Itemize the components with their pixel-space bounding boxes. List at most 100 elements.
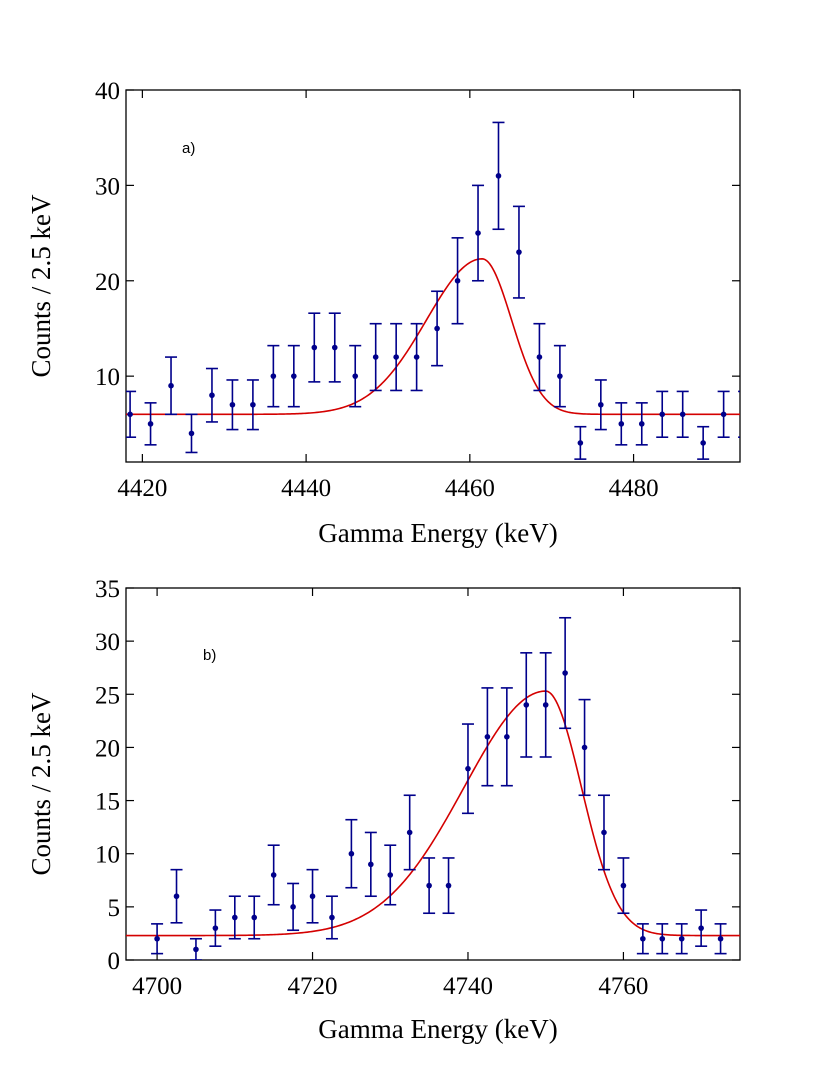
data-point	[306, 868, 319, 924]
data-marker	[229, 401, 236, 408]
data-point	[126, 390, 137, 439]
data-point	[492, 121, 505, 231]
data-marker	[232, 914, 238, 921]
data-marker	[290, 904, 296, 910]
data-point	[656, 923, 669, 955]
data-marker	[413, 354, 420, 360]
data-point	[578, 698, 591, 797]
fit-layer	[126, 258, 740, 416]
y-tick-label: 40	[95, 78, 120, 105]
y-axis-label: Counts / 2.5 keV	[26, 692, 56, 876]
data-marker	[188, 430, 195, 437]
data-point	[325, 895, 338, 940]
x-tick-label: 4460	[445, 475, 495, 502]
data-point	[451, 237, 464, 325]
data-point	[308, 312, 321, 383]
data-point	[410, 322, 423, 392]
data-point	[345, 818, 358, 889]
y-axis-label: Counts / 2.5 keV	[26, 194, 56, 378]
data-point	[442, 857, 455, 915]
data-marker	[127, 411, 133, 418]
data-marker	[638, 421, 645, 427]
data-marker	[659, 935, 666, 942]
data-marker	[577, 440, 584, 446]
data-point	[246, 379, 259, 431]
data-marker	[426, 882, 432, 889]
data-marker	[679, 411, 686, 418]
data-marker	[698, 925, 704, 931]
data-point	[512, 205, 525, 299]
data-marker	[504, 734, 510, 740]
data-point	[144, 402, 157, 446]
data-marker	[475, 230, 481, 236]
panel-label: a)	[182, 140, 195, 157]
data-point	[364, 831, 377, 898]
data-point	[481, 687, 494, 787]
y-tick-label: 10	[95, 842, 120, 869]
data-marker	[270, 872, 277, 878]
data-marker	[484, 734, 491, 740]
x-tick-label: 4480	[609, 475, 659, 502]
data-marker	[445, 882, 452, 889]
data-marker	[291, 373, 297, 379]
data-point	[287, 344, 300, 408]
panel-a: a) 4420 4440 4460 4480 10 20 30 40 Gamma Energy…	[26, 78, 747, 548]
data-point	[656, 390, 669, 439]
ticks: 4700 4720 4740 4760 0 5 10 15 20 25 30 35	[95, 576, 740, 1000]
fit-curve	[126, 690, 740, 937]
data-marker	[598, 401, 604, 408]
data-point	[185, 413, 198, 454]
ticks: 4420 4440 4460 4480 10 20 30 40	[95, 78, 740, 502]
data-marker	[311, 344, 318, 351]
data-point	[390, 322, 403, 392]
data-point	[349, 344, 362, 408]
fit-layer	[126, 690, 740, 937]
x-axis-label: Gamma Energy (keV)	[318, 518, 557, 548]
data-point	[676, 390, 689, 439]
y-tick-label: 10	[95, 364, 120, 391]
data-marker	[618, 421, 625, 427]
data-point	[403, 794, 416, 871]
data-point	[697, 425, 710, 460]
data-point	[717, 390, 730, 439]
data-point	[189, 937, 202, 960]
data-point	[461, 723, 474, 815]
panel-b: b) 4700 4720 4740 4760 0 5 10 15 20 25 30 35 Gamma …	[26, 576, 741, 1044]
data-marker	[393, 354, 399, 360]
data-marker	[173, 893, 180, 900]
data-marker	[536, 354, 543, 360]
data-point	[369, 322, 382, 392]
data-marker	[406, 829, 413, 836]
data-marker	[542, 702, 549, 708]
data-point	[553, 344, 566, 408]
data-point	[714, 923, 727, 955]
data-marker	[251, 914, 258, 921]
data-marker	[372, 354, 379, 360]
data-marker	[154, 935, 160, 942]
data-marker	[741, 412, 747, 418]
data-point	[267, 844, 280, 906]
data-marker	[250, 401, 256, 408]
plot-frame	[125, 89, 741, 463]
data-point	[574, 425, 587, 460]
x-tick-label: 4440	[281, 475, 331, 502]
data-point	[597, 794, 610, 871]
data-point	[539, 652, 552, 758]
data-point	[226, 379, 239, 431]
data-point	[500, 687, 513, 787]
data-point	[635, 402, 648, 446]
data-marker	[331, 344, 338, 351]
x-tick-label: 4720	[288, 973, 338, 1000]
x-tick-label: 4760	[598, 973, 648, 1000]
y-tick-label: 30	[95, 629, 120, 656]
data-marker	[193, 946, 199, 953]
data-marker	[209, 392, 215, 399]
data-marker	[495, 173, 502, 179]
data-point	[617, 857, 630, 915]
data-marker	[352, 373, 359, 379]
panel-label: b)	[203, 647, 216, 664]
data-point	[170, 868, 183, 924]
data-marker	[147, 421, 154, 427]
data-marker	[454, 277, 461, 284]
data-points	[126, 121, 747, 460]
